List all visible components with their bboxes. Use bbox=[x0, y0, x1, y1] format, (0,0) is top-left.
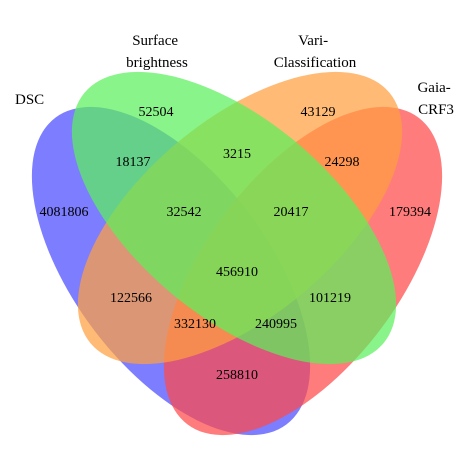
count-vari-only: 43129 bbox=[301, 105, 336, 120]
count-dsc-surface-vari: 32542 bbox=[167, 205, 202, 220]
count-dsc-vari-gaia: 332130 bbox=[174, 317, 216, 332]
ellipse-surface bbox=[71, 71, 397, 365]
count-surface-only: 52504 bbox=[139, 105, 174, 120]
count-surface-vari-gaia: 20417 bbox=[274, 205, 309, 220]
label-gaia-crf3: Gaia- CRF3 bbox=[417, 80, 454, 118]
count-gaia-only: 179394 bbox=[389, 205, 431, 220]
count-vari-gaia: 24298 bbox=[325, 155, 360, 170]
label-dsc: DSC bbox=[15, 92, 44, 108]
count-surface-gaia: 101219 bbox=[309, 291, 351, 306]
count-dsc-only: 4081806 bbox=[40, 205, 89, 220]
count-surface-vari: 3215 bbox=[223, 147, 251, 162]
count-dsc-vari: 122566 bbox=[110, 291, 152, 306]
label-vari-classification: Vari- Classification bbox=[274, 33, 357, 71]
label-surface-brightness: Surface brightness bbox=[126, 33, 188, 71]
count-dsc-surface: 18137 bbox=[116, 155, 151, 170]
count-dsc-surface-gaia: 240995 bbox=[255, 317, 297, 332]
count-dsc-gaia: 258810 bbox=[216, 368, 258, 383]
count-all-four: 456910 bbox=[216, 265, 258, 280]
set-ellipses bbox=[31, 71, 443, 436]
set-labels: DSC Surface brightness Vari- Classificat… bbox=[15, 33, 454, 118]
region-counts: 4081806 52504 43129 179394 18137 3215 24… bbox=[40, 105, 432, 383]
